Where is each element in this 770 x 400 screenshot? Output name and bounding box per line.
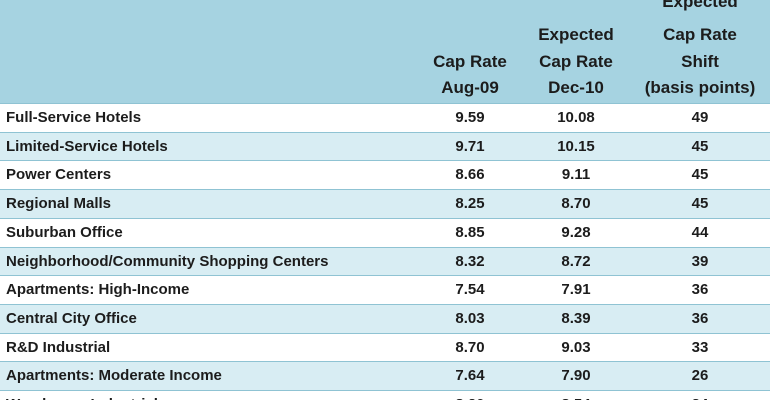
cell-value: 7.54 [455, 281, 485, 299]
header-text: Cap Rate [433, 52, 507, 71]
cell-value: 8.20 [415, 391, 525, 400]
row-label: Regional Malls [6, 195, 112, 213]
cell-value: 8.32 [455, 252, 485, 270]
cell-value: 8.25 [455, 195, 485, 213]
table-row: Regional Malls 8.25 8.70 45 [0, 189, 770, 218]
row-label: Warehouse Industrial [6, 391, 158, 400]
cell-value: 9.71 [455, 137, 485, 155]
table-row: Warehouse Industrial 8.208.5434 [0, 390, 770, 400]
cell-value: 9.03 [561, 338, 591, 356]
table-row: Full-Service Hotels 9.59 10.08 49 [0, 103, 770, 132]
header-text: Shift [681, 52, 719, 71]
cell-value: 9.59 [455, 109, 485, 126]
cell-value: 39 [691, 252, 709, 270]
cell-value: 45 [691, 166, 709, 184]
cell-value: 7.64 [455, 367, 485, 385]
row-label: Limited-Service Hotels [6, 137, 168, 155]
header-text: Expected [662, 0, 738, 11]
cell-value: 7.91 [561, 281, 591, 299]
table-row: R&D Industrial 8.70 9.03 33 [0, 332, 770, 362]
cell-value: 8.72 [561, 252, 591, 270]
table-row: Limited-Service Hotels 9.71 10.15 45 [0, 131, 770, 161]
table-row: Apartments: High-Income 7.54 7.91 36 [0, 275, 770, 304]
cell-value: 8.54 [520, 391, 632, 400]
cell-value: 8.70 [561, 195, 591, 213]
cell-value: 36 [691, 309, 709, 327]
cell-value: 10.08 [557, 109, 595, 126]
cell-value: 8.39 [561, 309, 591, 327]
header-text: Aug-09 [441, 78, 499, 97]
table-row: Apartments: Moderate Income 7.64 7.90 26 [0, 361, 770, 390]
cell-value: 9.11 [561, 166, 591, 184]
header-text: Cap Rate [663, 25, 737, 44]
row-label: Neighborhood/Community Shopping Centers [6, 252, 329, 270]
cell-value: 33 [691, 338, 709, 356]
cell-value: 44 [691, 223, 709, 241]
cell-value: 7.90 [561, 367, 591, 385]
cell-value: 45 [691, 137, 709, 155]
cell-value: 49 [691, 109, 709, 126]
cell-value: 10.15 [557, 137, 595, 155]
cell-value: 36 [691, 281, 709, 299]
row-label: Apartments: Moderate Income [6, 367, 222, 385]
header-text: (basis points) [644, 78, 756, 97]
table-row: Neighborhood/Community Shopping Centers 8… [0, 246, 770, 276]
header-text: Cap Rate [539, 52, 613, 71]
row-label: R&D Industrial [6, 338, 111, 356]
cell-value: 26 [691, 367, 709, 385]
cell-value: 8.85 [455, 223, 485, 241]
row-label: Suburban Office [6, 223, 123, 241]
table-row: Power Centers 8.66 9.11 45 [0, 160, 770, 190]
header-text: Expected [538, 25, 614, 44]
row-label: Apartments: High-Income [6, 281, 190, 299]
row-label: Full-Service Hotels [6, 109, 142, 126]
table-row: Suburban Office 8.85 9.28 44 [0, 217, 770, 247]
cell-value: 9.28 [561, 223, 591, 241]
row-label: Power Centers [6, 166, 112, 184]
table-row: Central City Office 8.03 8.39 36 [0, 303, 770, 333]
cell-value: 45 [691, 195, 709, 213]
row-label: Central City Office [6, 309, 137, 327]
cell-value: 8.70 [455, 338, 485, 356]
cell-value: 8.66 [455, 166, 485, 184]
cell-value: 34 [632, 391, 768, 400]
cell-value: 8.03 [455, 309, 485, 327]
table-header: Cap Rate Aug-09 Expected Cap Rate Dec-10 Expe… [0, 0, 770, 103]
header-text: Dec-10 [548, 78, 604, 97]
